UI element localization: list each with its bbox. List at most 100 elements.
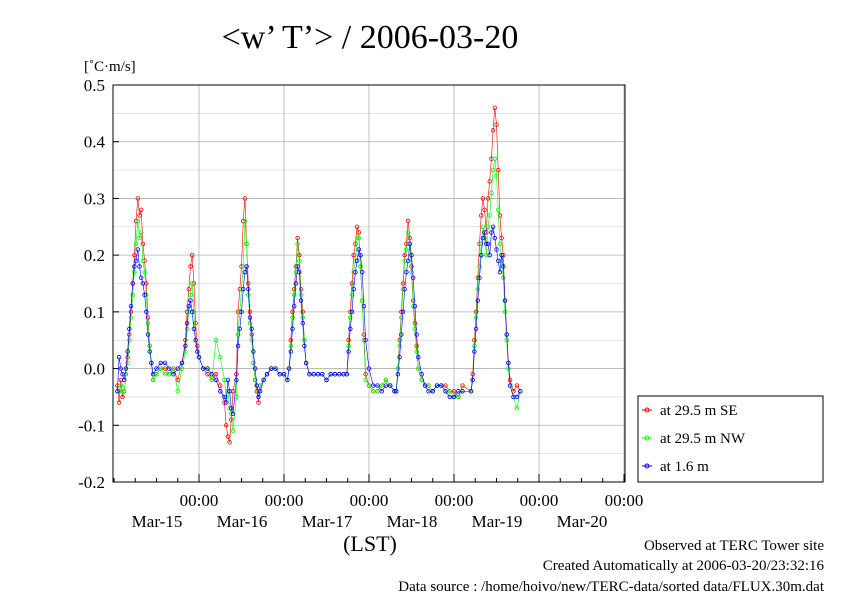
data-point xyxy=(394,389,399,394)
data-point xyxy=(366,383,372,388)
data-point xyxy=(482,230,487,235)
data-point xyxy=(303,360,309,366)
data-point xyxy=(405,218,411,224)
data-point xyxy=(477,264,482,269)
data-point xyxy=(121,389,127,394)
data-point xyxy=(247,321,253,326)
data-point xyxy=(475,298,480,303)
data-point xyxy=(371,383,376,388)
data-point xyxy=(492,156,497,161)
data-point xyxy=(140,281,146,286)
data-point xyxy=(484,241,489,246)
legend-label: at 29.5 m SE xyxy=(660,403,738,419)
data-point xyxy=(407,235,412,241)
y-tick-label: -0.1 xyxy=(78,416,105,435)
data-point xyxy=(351,286,356,292)
data-point xyxy=(235,332,241,337)
x-tick-time: 00:00 xyxy=(435,491,474,510)
x-tick-date: Mar-19 xyxy=(472,512,523,531)
data-point xyxy=(234,377,239,383)
data-point xyxy=(218,383,223,388)
data-point xyxy=(485,241,491,246)
data-point xyxy=(485,224,491,229)
data-point xyxy=(120,372,125,377)
data-point xyxy=(472,349,477,354)
data-point xyxy=(269,366,274,371)
data-point xyxy=(188,292,193,298)
data-point xyxy=(473,326,479,332)
data-point xyxy=(349,309,355,315)
data-point xyxy=(150,372,156,377)
data-point xyxy=(494,247,499,252)
data-point xyxy=(514,406,520,411)
data-point xyxy=(496,167,501,173)
data-point xyxy=(489,230,494,235)
data-point xyxy=(353,241,358,246)
data-point xyxy=(205,372,210,377)
data-point xyxy=(142,269,147,275)
data-point xyxy=(443,383,448,388)
data-point xyxy=(237,326,242,332)
data-point xyxy=(235,343,241,349)
data-point xyxy=(137,213,142,218)
data-point xyxy=(492,235,497,241)
data-point xyxy=(487,252,492,258)
data-point xyxy=(201,366,206,371)
data-point xyxy=(479,213,484,218)
data-point xyxy=(183,349,188,354)
data-point xyxy=(518,389,523,394)
data-point xyxy=(135,247,140,252)
data-point xyxy=(354,235,360,241)
data-point xyxy=(383,377,389,383)
data-point xyxy=(409,252,414,258)
data-point xyxy=(290,315,295,320)
data-point xyxy=(186,303,191,309)
data-point xyxy=(356,230,361,235)
data-point xyxy=(218,355,223,360)
data-point xyxy=(213,338,219,343)
data-point xyxy=(179,360,185,366)
data-point xyxy=(344,372,350,377)
data-point xyxy=(252,366,258,371)
data-point xyxy=(447,389,452,394)
y-axis: 0.5 0.4 0.3 0.2 0.1 0.0 -0.1 -0.2 xyxy=(78,76,119,492)
data-point xyxy=(175,389,180,394)
data-point xyxy=(277,372,282,377)
data-point xyxy=(346,349,351,354)
data-point xyxy=(229,417,234,422)
data-point xyxy=(507,383,513,388)
data-point xyxy=(358,252,363,258)
data-point xyxy=(361,303,367,309)
data-point xyxy=(244,241,249,246)
data-point xyxy=(490,128,496,133)
data-point xyxy=(189,281,195,286)
data-point xyxy=(140,258,146,264)
data-point xyxy=(388,383,393,388)
data-point xyxy=(130,281,135,286)
series-group xyxy=(115,105,523,445)
data-point xyxy=(371,389,376,394)
data-point xyxy=(337,372,342,377)
data-point xyxy=(411,275,416,281)
data-point xyxy=(116,355,122,360)
legend-marker xyxy=(644,435,650,441)
data-point xyxy=(193,321,198,326)
data-point xyxy=(230,411,236,417)
x-tick-time: 00:00 xyxy=(180,491,219,510)
data-point xyxy=(285,377,290,383)
data-point xyxy=(426,389,431,394)
data-point xyxy=(227,389,232,394)
data-point xyxy=(195,343,200,349)
data-point xyxy=(328,372,333,377)
data-point xyxy=(258,389,263,394)
data-point xyxy=(412,326,418,332)
data-point xyxy=(229,406,234,411)
data-point xyxy=(297,258,302,264)
y-axis-unit-label: [˚C·m/s] xyxy=(84,59,136,75)
data-point xyxy=(292,292,297,298)
data-point xyxy=(239,309,244,315)
legend-marker xyxy=(644,463,650,469)
data-point xyxy=(480,235,486,241)
data-point xyxy=(311,372,316,377)
footer-site: Observed at TERC Tower site xyxy=(644,538,824,554)
